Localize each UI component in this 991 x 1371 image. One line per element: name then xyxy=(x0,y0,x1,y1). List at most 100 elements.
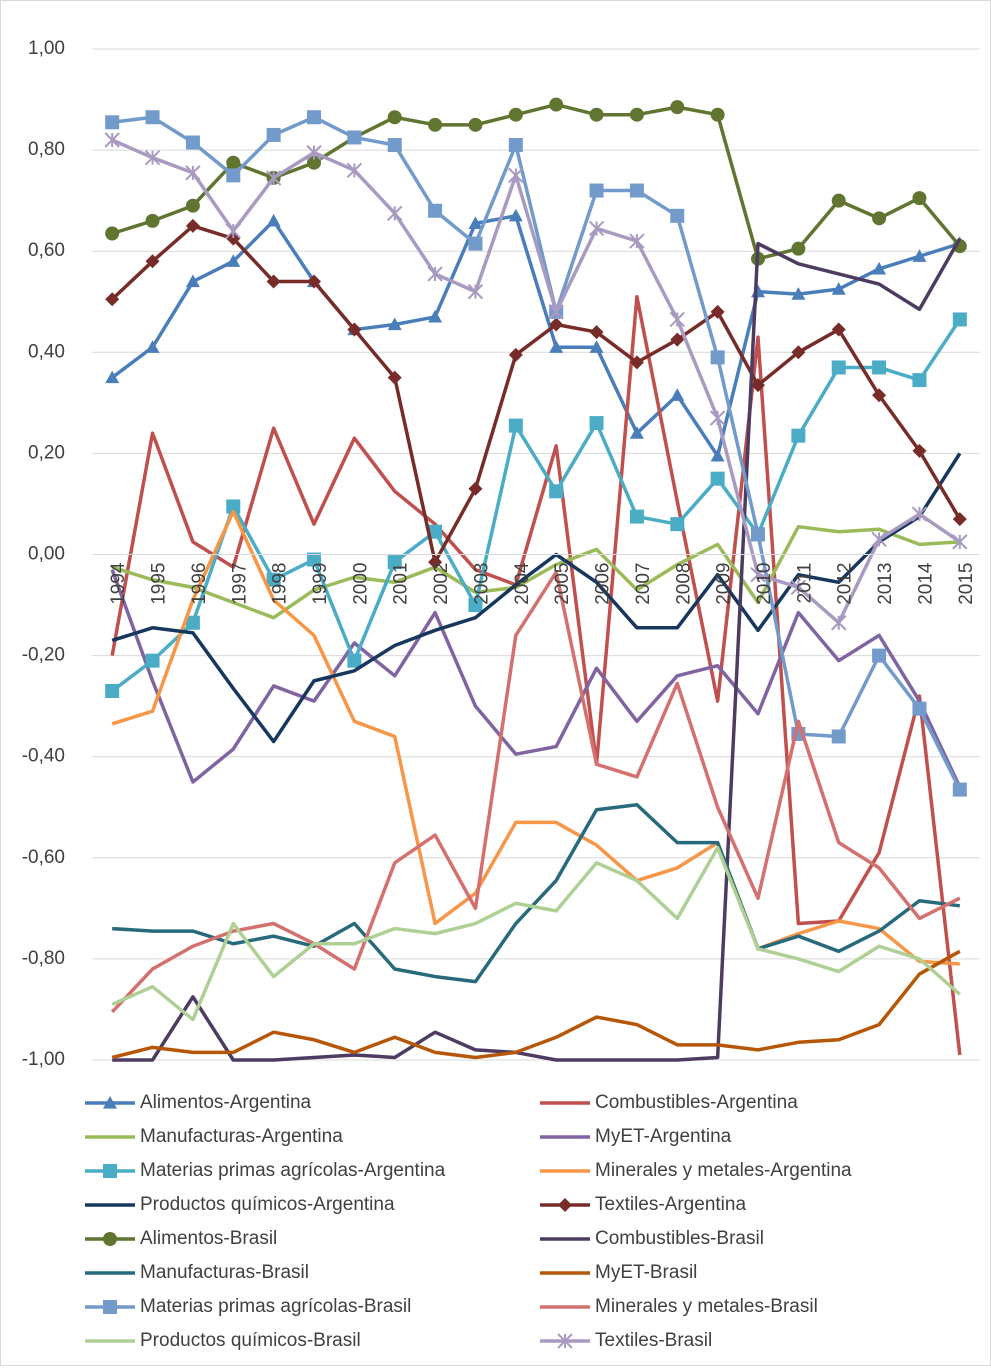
marker xyxy=(589,107,604,122)
marker xyxy=(952,782,967,797)
marker xyxy=(831,193,846,208)
marker xyxy=(872,261,887,275)
x-tick-label: 1995 xyxy=(149,563,170,605)
marker xyxy=(912,373,927,388)
marker xyxy=(791,241,806,256)
marker xyxy=(508,347,523,362)
marker xyxy=(629,509,644,524)
marker xyxy=(549,97,564,112)
marker xyxy=(225,223,241,239)
x-tick-label: 2002 xyxy=(431,563,452,605)
marker xyxy=(145,653,160,668)
marker xyxy=(468,216,483,229)
marker xyxy=(831,729,846,744)
series-line xyxy=(111,509,960,966)
marker xyxy=(872,648,887,663)
legend-label: Manufacturas-Brasil xyxy=(140,1262,309,1283)
series-line xyxy=(112,802,961,984)
legend: Alimentos-Argentina Combustibles-Argentin… xyxy=(85,1092,852,1351)
legend-label: Productos químicos-Argentina xyxy=(140,1194,395,1215)
marker xyxy=(670,332,685,347)
marker xyxy=(144,149,161,166)
x-tick-label: 1994 xyxy=(108,562,129,605)
marker xyxy=(266,274,281,289)
marker xyxy=(558,1198,572,1212)
marker xyxy=(105,370,120,384)
x-tick-label: 2005 xyxy=(552,563,573,605)
marker xyxy=(831,360,846,375)
marker xyxy=(467,283,484,300)
marker xyxy=(185,198,200,213)
y-tick-label: 0,60 xyxy=(28,240,65,261)
y-tick-label: -1,00 xyxy=(22,1049,65,1070)
marker xyxy=(145,340,160,353)
marker xyxy=(831,282,846,295)
marker xyxy=(588,220,605,237)
marker xyxy=(912,249,927,262)
y-tick-label: 0,40 xyxy=(28,341,65,362)
y-tick-label: -0,40 xyxy=(22,746,65,767)
marker xyxy=(307,155,321,170)
marker xyxy=(468,117,483,132)
marker xyxy=(629,355,644,370)
marker xyxy=(548,304,564,320)
marker xyxy=(629,426,644,439)
marker xyxy=(508,167,524,184)
x-tick-label: 2007 xyxy=(633,563,654,605)
marker xyxy=(103,1232,117,1246)
marker xyxy=(226,168,241,183)
marker xyxy=(670,517,685,532)
x-tick-label: 2000 xyxy=(350,563,371,605)
y-tick-label: 1,00 xyxy=(28,38,65,59)
marker xyxy=(468,481,483,496)
marker xyxy=(428,555,443,570)
marker xyxy=(387,138,402,153)
marker xyxy=(265,170,282,186)
legend-label: Materias primas agrícolas-Brasil xyxy=(140,1296,411,1317)
marker xyxy=(629,107,644,122)
marker xyxy=(185,165,201,181)
legend-label: Manufacturas-Argentina xyxy=(140,1126,343,1147)
y-tick-label: -0,60 xyxy=(22,847,65,868)
marker xyxy=(508,107,523,122)
marker xyxy=(872,211,887,226)
y-tick-label: 0,80 xyxy=(28,139,65,160)
y-tick-label: -0,20 xyxy=(22,645,65,666)
series-line xyxy=(111,115,962,791)
marker xyxy=(508,418,523,433)
legend-label: Combustibles-Brasil xyxy=(595,1228,764,1249)
x-axis: 1994 1995 1996 1997 1998 1999 2000 2001 2002 2003… xyxy=(92,554,980,605)
marker xyxy=(266,572,281,587)
marker xyxy=(387,205,403,221)
marker xyxy=(589,340,604,353)
series-line xyxy=(111,949,961,1060)
marker xyxy=(791,345,806,360)
legend-label: Alimentos-Argentina xyxy=(140,1092,312,1113)
marker xyxy=(669,311,685,328)
marker xyxy=(670,388,685,401)
marker xyxy=(347,130,362,145)
marker xyxy=(307,552,321,567)
marker xyxy=(103,1096,117,1109)
marker xyxy=(952,512,967,527)
marker xyxy=(307,110,321,125)
marker xyxy=(306,144,322,161)
marker xyxy=(508,208,523,222)
x-tick-label: 2013 xyxy=(875,563,896,605)
legend-label: Textiles-Argentina xyxy=(595,1194,746,1215)
x-tick-label: 2014 xyxy=(915,562,936,605)
marker xyxy=(387,370,402,385)
marker xyxy=(710,304,725,319)
series-line xyxy=(110,294,962,1056)
plot-area xyxy=(104,97,968,1062)
series-line xyxy=(111,318,962,693)
marker xyxy=(428,117,443,132)
marker xyxy=(266,127,281,142)
marker xyxy=(791,428,806,443)
legend-label: Materias primas agrícolas-Argentina xyxy=(140,1160,446,1181)
marker xyxy=(468,236,483,251)
marker xyxy=(589,416,604,431)
